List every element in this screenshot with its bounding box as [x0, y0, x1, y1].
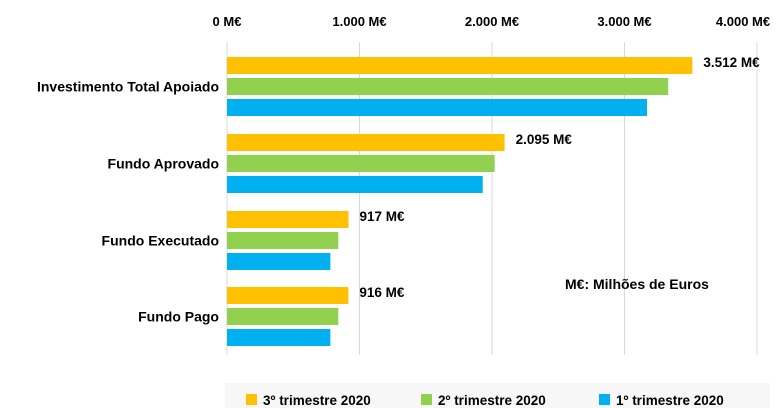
bar	[227, 329, 331, 346]
data-label: 917 M€	[360, 209, 406, 224]
bar	[227, 57, 693, 74]
bar	[227, 99, 648, 116]
x-axis-ticks: 0 M€ 1.000 M€ 2.000 M€ 3.000 M€ 4.000 M€	[213, 14, 771, 29]
category-label: Fundo Pago	[138, 309, 219, 325]
bar	[227, 287, 349, 304]
data-label: 916 M€	[359, 285, 405, 300]
x-tick-label: 4.000 M€	[716, 14, 770, 29]
data-labels: 3.512 M€ 2.095 M€ 917 M€ 916 M€	[359, 55, 760, 300]
category-label: Fundo Executado	[102, 233, 219, 249]
category-labels: Investimento Total Apoiado Fundo Aprovado…	[37, 79, 219, 325]
bar	[227, 155, 495, 172]
bar	[227, 134, 505, 151]
data-label: 3.512 M€	[703, 55, 760, 70]
legend-swatch	[246, 394, 257, 405]
category-label: Investimento Total Apoiado	[37, 79, 219, 95]
unit-note: M€: Milhões de Euros	[565, 276, 709, 292]
data-label: 2.095 M€	[516, 132, 573, 147]
legend-label: 3º trimestre 2020	[263, 393, 371, 408]
bars	[227, 57, 693, 346]
bar	[227, 308, 339, 325]
legend-label: 2º trimestre 2020	[438, 393, 546, 408]
x-tick-label: 2.000 M€	[465, 14, 519, 29]
x-tick-label: 0 M€	[213, 14, 242, 29]
x-tick-label: 3.000 M€	[597, 14, 651, 29]
bar	[227, 232, 339, 249]
legend-swatch	[421, 394, 432, 405]
legend-label: 1º trimestre 2020	[616, 393, 724, 408]
bar	[227, 78, 669, 95]
x-tick-label: 1.000 M€	[332, 14, 386, 29]
bar	[227, 253, 331, 270]
legend: 3º trimestre 2020 2º trimestre 2020 1º tri…	[246, 393, 724, 408]
legend-swatch	[599, 394, 610, 405]
category-label: Fundo Aprovado	[108, 156, 219, 172]
legend-background	[225, 383, 770, 408]
bar	[227, 176, 483, 193]
bar	[227, 211, 349, 228]
